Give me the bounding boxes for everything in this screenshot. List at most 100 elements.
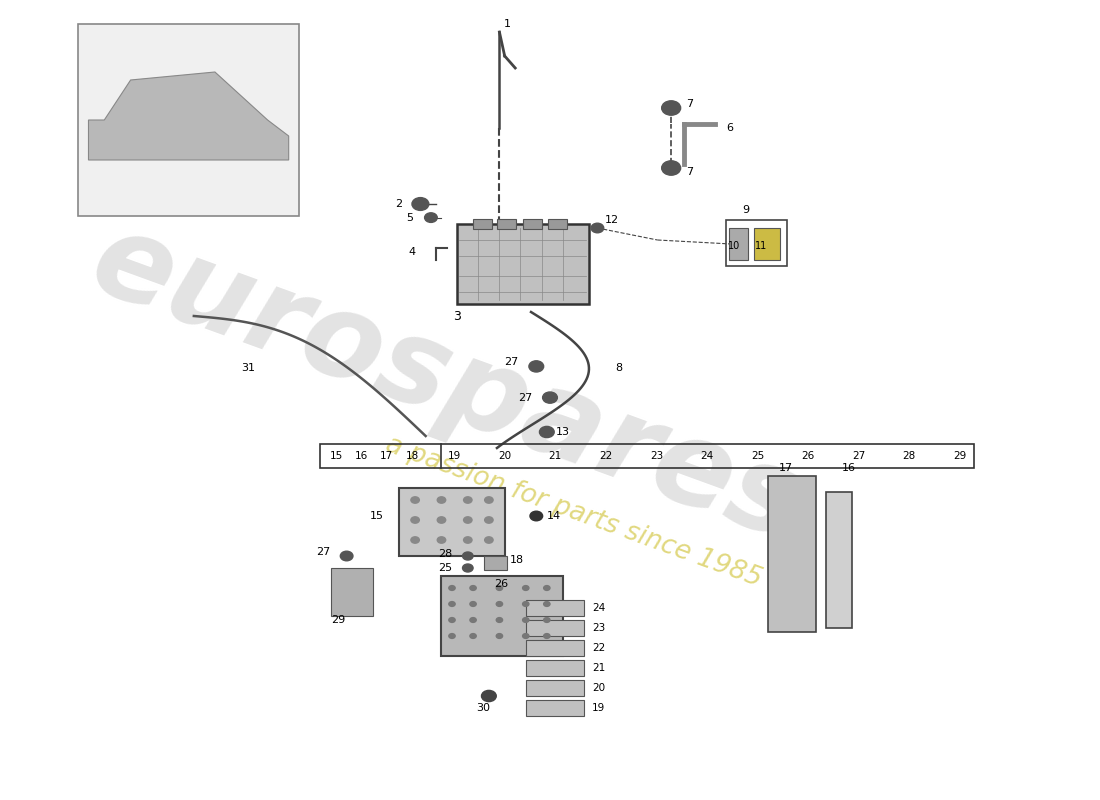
Circle shape <box>437 517 446 523</box>
Circle shape <box>543 618 550 622</box>
Text: 20: 20 <box>498 451 512 461</box>
Text: 21: 21 <box>592 663 605 673</box>
Text: 16: 16 <box>355 451 368 461</box>
Circle shape <box>449 602 455 606</box>
Text: 6: 6 <box>726 123 733 133</box>
Circle shape <box>485 537 493 543</box>
Bar <box>526 600 584 616</box>
Text: 9: 9 <box>741 205 749 214</box>
Circle shape <box>539 426 554 438</box>
Text: 24: 24 <box>592 603 605 613</box>
Text: 18: 18 <box>405 451 419 461</box>
Text: 29: 29 <box>331 615 345 625</box>
Text: 15: 15 <box>330 451 343 461</box>
Circle shape <box>530 511 542 521</box>
Circle shape <box>463 517 472 523</box>
Circle shape <box>522 586 529 590</box>
Circle shape <box>482 690 496 702</box>
Text: 13: 13 <box>557 427 570 437</box>
Text: 10: 10 <box>728 241 740 250</box>
Text: 2: 2 <box>395 199 403 209</box>
Bar <box>320 444 974 468</box>
Text: 7: 7 <box>686 167 693 177</box>
Bar <box>526 640 584 656</box>
Circle shape <box>411 537 419 543</box>
Polygon shape <box>88 72 288 160</box>
Text: 19: 19 <box>592 703 605 713</box>
Text: 30: 30 <box>476 703 491 713</box>
Text: 23: 23 <box>592 623 605 633</box>
Circle shape <box>470 586 476 590</box>
Bar <box>726 220 788 266</box>
Text: 31: 31 <box>241 363 255 373</box>
Circle shape <box>412 198 429 210</box>
Text: 24: 24 <box>701 451 714 461</box>
Bar <box>497 219 516 229</box>
Circle shape <box>496 586 503 590</box>
Circle shape <box>522 634 529 638</box>
Circle shape <box>449 618 455 622</box>
Text: 14: 14 <box>547 511 561 521</box>
Text: 17: 17 <box>379 451 394 461</box>
Text: 4: 4 <box>408 247 415 257</box>
Text: 21: 21 <box>549 451 562 461</box>
Circle shape <box>522 602 529 606</box>
Circle shape <box>485 497 493 503</box>
Text: 12: 12 <box>605 215 619 225</box>
Circle shape <box>437 537 446 543</box>
Bar <box>729 228 748 260</box>
Bar <box>548 219 566 229</box>
Text: 18: 18 <box>510 555 524 565</box>
Bar <box>522 219 541 229</box>
Bar <box>331 568 373 616</box>
Text: 25: 25 <box>438 563 452 573</box>
Circle shape <box>662 101 681 115</box>
Bar <box>78 24 299 216</box>
Circle shape <box>522 618 529 622</box>
Circle shape <box>543 602 550 606</box>
Bar <box>526 660 584 676</box>
Text: 22: 22 <box>592 643 605 653</box>
Text: 26: 26 <box>802 451 815 461</box>
Circle shape <box>485 517 493 523</box>
Text: 16: 16 <box>842 463 856 473</box>
Text: 29: 29 <box>954 451 967 461</box>
Text: 17: 17 <box>779 463 793 473</box>
Circle shape <box>411 517 419 523</box>
Text: 25: 25 <box>751 451 764 461</box>
Bar <box>458 224 588 304</box>
Text: 19: 19 <box>448 451 461 461</box>
Text: 11: 11 <box>756 241 768 250</box>
Text: 28: 28 <box>438 550 452 559</box>
Text: 27: 27 <box>504 357 518 366</box>
Circle shape <box>470 634 476 638</box>
Text: 23: 23 <box>650 451 663 461</box>
Bar <box>441 576 562 656</box>
Circle shape <box>463 537 472 543</box>
Circle shape <box>496 634 503 638</box>
Text: 5: 5 <box>406 213 412 222</box>
Circle shape <box>462 564 473 572</box>
Circle shape <box>462 552 473 560</box>
Text: 27: 27 <box>852 451 866 461</box>
Text: 7: 7 <box>686 99 693 109</box>
Circle shape <box>470 602 476 606</box>
Circle shape <box>425 213 437 222</box>
Bar <box>526 620 584 636</box>
Circle shape <box>542 392 558 403</box>
Circle shape <box>543 586 550 590</box>
Bar <box>399 488 505 556</box>
Bar <box>473 219 492 229</box>
Circle shape <box>662 161 681 175</box>
Text: 27: 27 <box>518 393 532 402</box>
Text: 8: 8 <box>615 363 623 373</box>
Circle shape <box>470 618 476 622</box>
Circle shape <box>340 551 353 561</box>
Bar <box>484 556 507 570</box>
Bar <box>526 680 584 696</box>
Circle shape <box>449 586 455 590</box>
Text: 1: 1 <box>504 19 510 29</box>
Text: 27: 27 <box>317 547 331 557</box>
Polygon shape <box>826 492 852 628</box>
Circle shape <box>496 618 503 622</box>
